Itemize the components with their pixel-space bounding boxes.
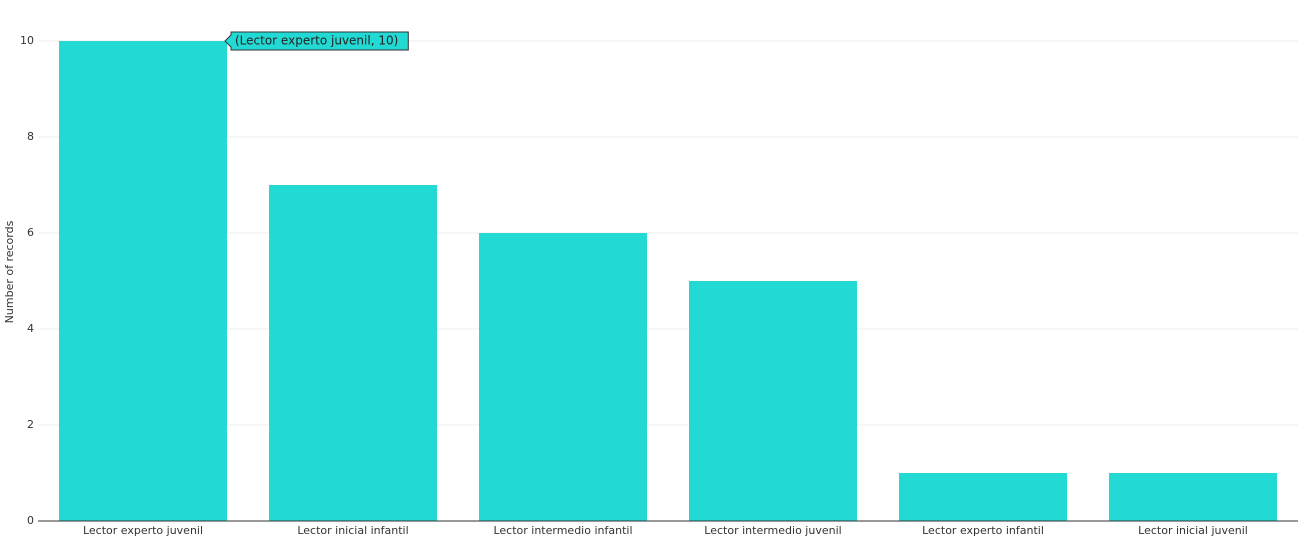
y-tick-label: 8	[27, 130, 34, 143]
y-tick-label: 4	[27, 322, 34, 335]
bar	[59, 41, 227, 521]
y-tick-label: 0	[27, 514, 34, 527]
bar	[479, 233, 647, 521]
bar	[1109, 473, 1277, 521]
tooltip-text: (Lector experto juvenil, 10)	[235, 34, 398, 48]
x-tick-label: Lector experto juvenil	[83, 524, 203, 537]
y-tick-label: 2	[27, 418, 34, 431]
x-tick-label: Lector inicial infantil	[297, 524, 408, 537]
bar	[899, 473, 1067, 521]
y-tick-label: 10	[20, 34, 34, 47]
x-tick-label: Lector intermedio juvenil	[704, 524, 841, 537]
bar	[689, 281, 857, 521]
x-tick-label: Lector intermedio infantil	[493, 524, 632, 537]
y-axis-label: Number of records	[3, 220, 16, 323]
x-tick-label: Lector experto infantil	[922, 524, 1044, 537]
tooltip-box	[224, 31, 409, 51]
y-tick-label: 6	[27, 226, 34, 239]
bar	[269, 185, 437, 521]
x-tick-label: Lector inicial juvenil	[1138, 524, 1248, 537]
